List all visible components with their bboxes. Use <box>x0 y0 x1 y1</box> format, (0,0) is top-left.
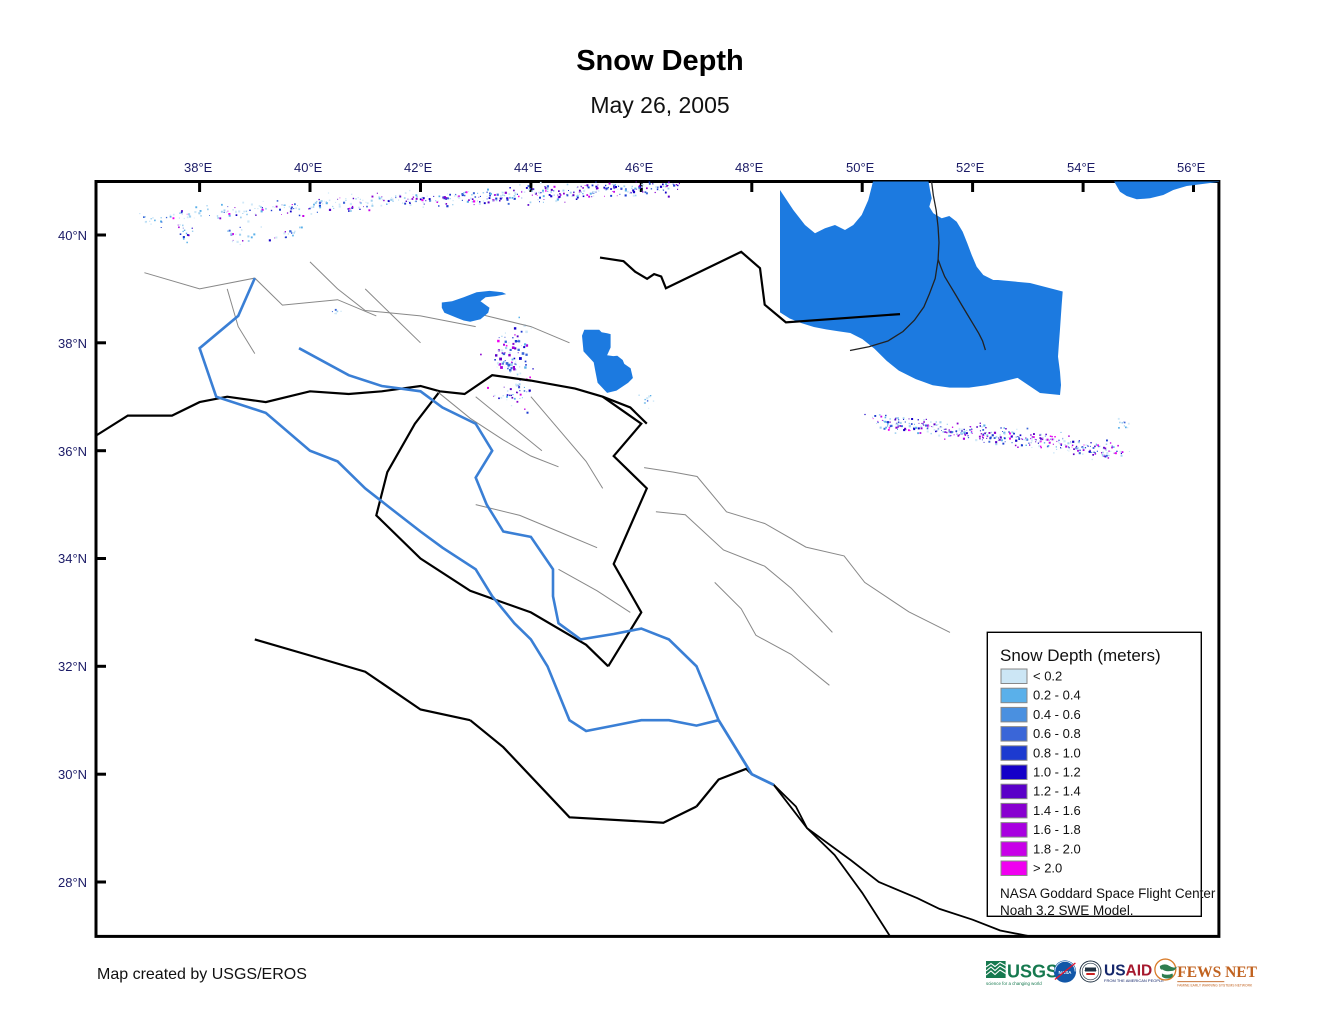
svg-text:0.6 - 0.8: 0.6 - 0.8 <box>1033 726 1081 741</box>
svg-text:0.4 - 0.6: 0.4 - 0.6 <box>1033 707 1081 722</box>
svg-text:USGS: USGS <box>1007 961 1058 981</box>
svg-text:0.8 - 1.0: 0.8 - 1.0 <box>1033 745 1081 760</box>
svg-text:1.8 - 2.0: 1.8 - 2.0 <box>1033 841 1081 856</box>
svg-text:1.4 - 1.6: 1.4 - 1.6 <box>1033 803 1081 818</box>
svg-text:USAID: USAID <box>1104 963 1152 980</box>
svg-text:Noah 3.2 SWE Model.: Noah 3.2 SWE Model. <box>1000 903 1134 918</box>
svg-text:< 0.2: < 0.2 <box>1033 669 1062 684</box>
svg-text:1.6 - 1.8: 1.6 - 1.8 <box>1033 822 1081 837</box>
svg-text:1.0 - 1.2: 1.0 - 1.2 <box>1033 765 1081 780</box>
svg-text:> 2.0: > 2.0 <box>1033 861 1062 876</box>
svg-text:NASA Goddard Space Flight Cent: NASA Goddard Space Flight Center <box>1000 886 1216 901</box>
svg-text:Snow Depth (meters): Snow Depth (meters) <box>1000 646 1161 665</box>
svg-text:0.2 - 0.4: 0.2 - 0.4 <box>1033 688 1081 703</box>
svg-text:science for a changing world: science for a changing world <box>986 981 1042 986</box>
svg-text:FAMINE EARLY WARNING SYSTEMS N: FAMINE EARLY WARNING SYSTEMS NETWORK <box>1178 984 1254 988</box>
svg-text:FEWS NET: FEWS NET <box>1178 964 1258 981</box>
svg-text:1.2 - 1.4: 1.2 - 1.4 <box>1033 784 1081 799</box>
svg-text:FROM THE AMERICAN PEOPLE: FROM THE AMERICAN PEOPLE <box>1104 978 1164 983</box>
